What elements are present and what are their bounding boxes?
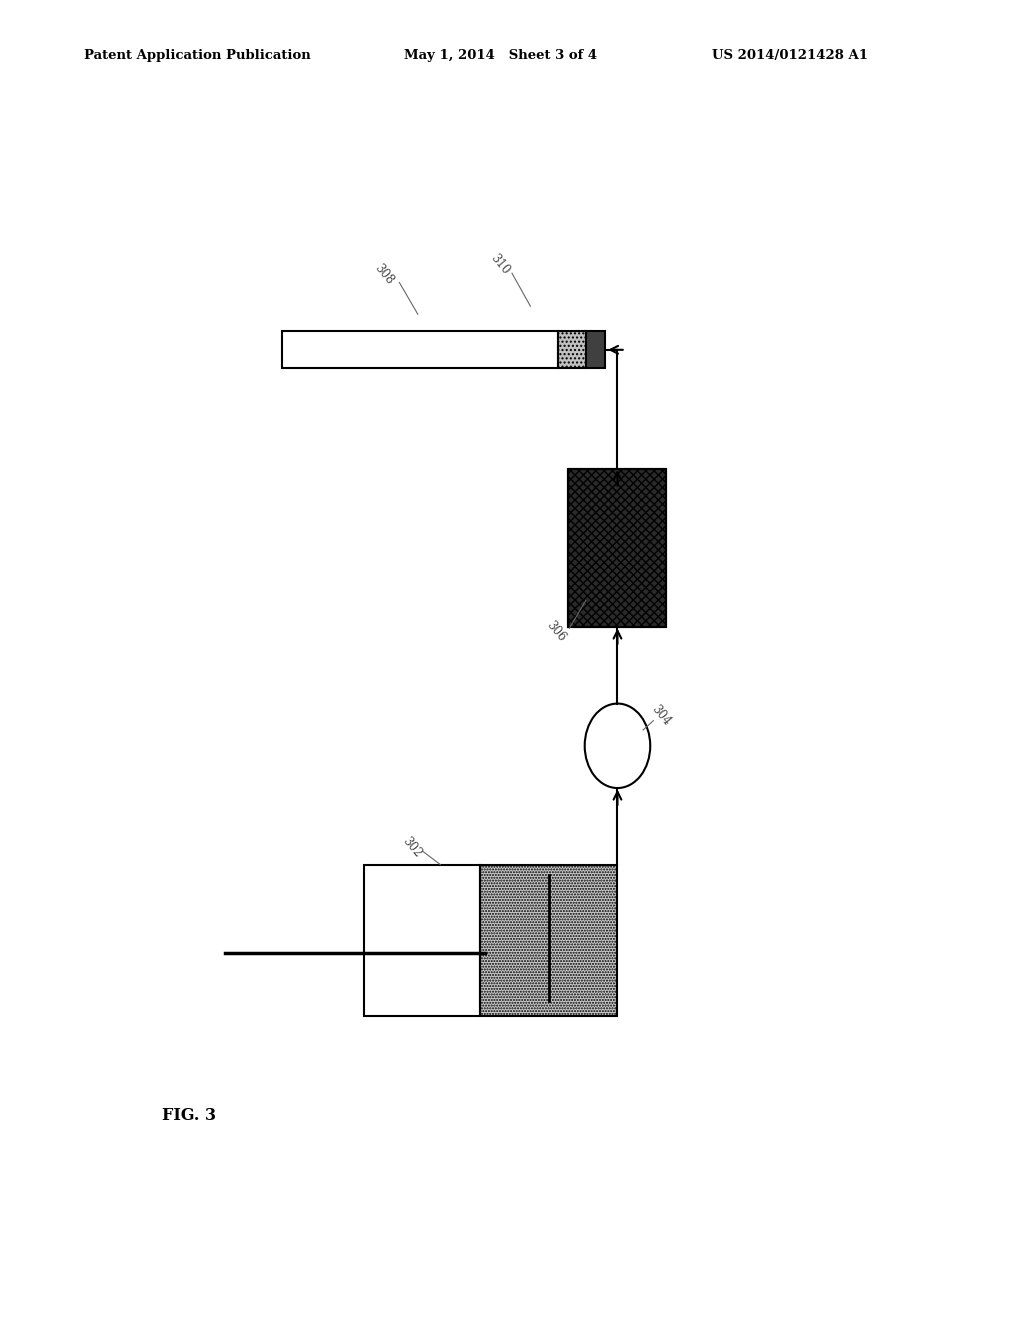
Text: Patent Application Publication: Patent Application Publication bbox=[84, 49, 310, 62]
Bar bbox=[480, 865, 617, 1016]
Text: 302: 302 bbox=[399, 834, 424, 861]
Bar bbox=[568, 469, 666, 627]
Text: May 1, 2014   Sheet 3 of 4: May 1, 2014 Sheet 3 of 4 bbox=[404, 49, 598, 62]
Bar bbox=[586, 331, 605, 368]
Bar bbox=[282, 331, 558, 368]
Text: 306: 306 bbox=[544, 618, 568, 644]
Bar bbox=[558, 331, 586, 368]
Bar bbox=[364, 865, 480, 1016]
Text: FIG. 3: FIG. 3 bbox=[162, 1107, 216, 1123]
Bar bbox=[568, 469, 666, 627]
Text: 308: 308 bbox=[372, 261, 396, 288]
Text: 310: 310 bbox=[487, 251, 512, 277]
Bar bbox=[568, 469, 666, 627]
Text: US 2014/0121428 A1: US 2014/0121428 A1 bbox=[712, 49, 867, 62]
Bar bbox=[480, 865, 617, 1016]
Circle shape bbox=[585, 704, 650, 788]
Text: 304: 304 bbox=[649, 702, 674, 729]
Bar bbox=[558, 331, 586, 368]
